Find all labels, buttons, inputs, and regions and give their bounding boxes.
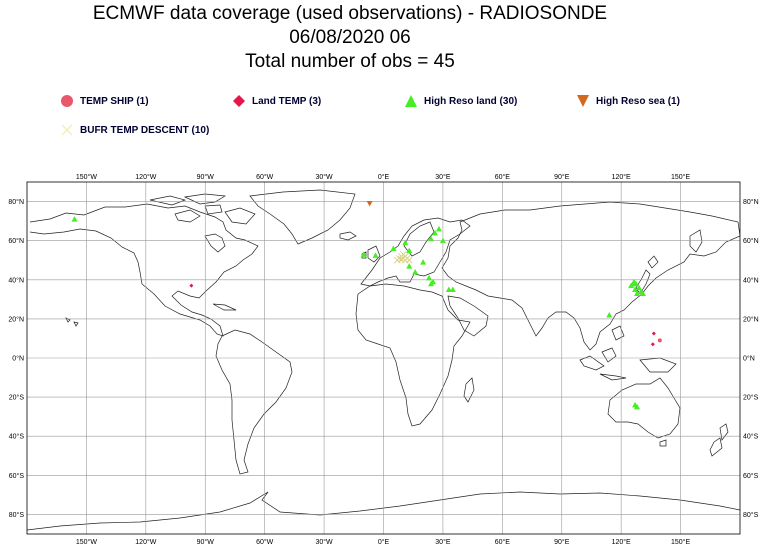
lat-tick-label-right: 0°N: [743, 355, 755, 363]
legend-land-temp: Land TEMP (3): [232, 94, 321, 108]
lon-tick-label-top: 150°E: [671, 173, 690, 181]
lat-tick-label-left: 40°S: [9, 433, 25, 441]
high-reso-land-marker: [628, 282, 635, 289]
coastlines: [27, 189, 740, 531]
lon-tick-label-bottom: 120°E: [612, 538, 631, 546]
lon-tick-label-bottom: 0°E: [378, 538, 390, 546]
high-reso-land-marker: [634, 290, 641, 296]
high-reso-land-marker: [639, 290, 646, 296]
graticule: [27, 182, 740, 534]
triangle-down-icon: [577, 95, 589, 107]
high-reso-land-marker: [435, 225, 442, 232]
lat-tick-label-left: 20°N: [8, 315, 24, 323]
lat-tick-label-right: 80°N: [743, 198, 759, 206]
lat-tick-label-right: 80°S: [743, 511, 759, 519]
high-reso-land-marker: [635, 284, 642, 291]
bufr-temp-descent-marker: [394, 256, 401, 264]
high-reso-land-marker: [71, 216, 78, 222]
high-reso-land-marker: [439, 237, 446, 244]
high-reso-land-marker: [372, 252, 379, 258]
cross-icon: [61, 124, 73, 136]
lon-tick-label-top: 30°E: [435, 173, 451, 181]
lat-tick-label-right: 60°N: [743, 237, 759, 245]
lat-tick-label-left: 60°N: [8, 237, 24, 245]
high-reso-land-marker: [406, 263, 413, 269]
high-reso-land-marker: [426, 274, 433, 281]
lon-tick-label-bottom: 60°E: [495, 538, 511, 546]
legend-label: BUFR TEMP DESCENT (10): [80, 124, 210, 136]
circle-icon: [61, 95, 73, 107]
high-reso-land-marker: [445, 286, 452, 293]
legend-high-reso-sea: High Reso sea (1): [576, 94, 680, 108]
high-reso-land-marker: [412, 268, 419, 275]
high-reso-land-marker: [606, 311, 613, 318]
lat-tick-label-left: 60°S: [9, 472, 25, 480]
lon-tick-label-top: 90°W: [197, 173, 215, 181]
high-reso-land-marker: [632, 286, 639, 293]
high-reso-land-marker: [631, 278, 638, 285]
lon-tick-label-bottom: 60°W: [256, 538, 274, 546]
lat-tick-label-left: 40°N: [8, 276, 24, 284]
land-temp-marker: [651, 331, 656, 336]
lat-tick-label-left: 80°S: [9, 511, 25, 519]
bufr-temp-descent-marker: [405, 256, 413, 264]
lat-tick-label-left: 20°S: [9, 394, 25, 402]
land-temp-marker: [650, 342, 655, 347]
high-reso-land-marker: [402, 239, 409, 246]
observation-markers: [71, 201, 662, 410]
lon-tick-label-bottom: 150°W: [76, 538, 97, 546]
lat-tick-label-right: 20°S: [743, 394, 759, 402]
lon-tick-label-top: 150°W: [76, 173, 97, 181]
high-reso-sea-marker: [366, 201, 373, 207]
lat-tick-label-left: 0°N: [12, 355, 24, 363]
lon-tick-label-bottom: 90°E: [554, 538, 570, 546]
lon-tick-label-bottom: 150°E: [671, 538, 690, 546]
map-title-total: Total number of obs = 45: [245, 51, 455, 72]
map-title-line1: ECMWF data coverage (used observations) …: [92, 3, 608, 24]
high-reso-land-marker: [431, 229, 438, 236]
lon-tick-label-top: 120°W: [135, 173, 156, 181]
lon-tick-label-top: 60°W: [256, 173, 274, 181]
map-title-date: 06/08/2020 06: [289, 27, 411, 48]
axis-ticks: 150°W 150°W 120°W 120°W 90°W 90°W 60°W 60°W 30°W…: [8, 173, 758, 546]
lat-tick-label-right: 20°N: [743, 315, 759, 323]
bufr-temp-descent-marker: [398, 255, 405, 263]
lon-tick-label-bottom: 30°W: [315, 538, 333, 546]
legend-label: High Reso sea (1): [596, 95, 680, 107]
lat-tick-label-right: 40°N: [743, 276, 759, 284]
lat-tick-label-right: 60°S: [743, 472, 759, 480]
high-reso-land-marker: [406, 247, 413, 253]
high-reso-land-marker: [420, 259, 427, 265]
lon-tick-label-bottom: 90°W: [197, 538, 215, 546]
lat-tick-label-left: 80°N: [8, 198, 24, 206]
high-reso-land-marker: [360, 251, 367, 257]
legend-label: High Reso land (30): [424, 95, 518, 107]
lon-tick-label-top: 30°W: [315, 173, 333, 181]
high-reso-land-marker: [428, 235, 435, 242]
high-reso-land-marker: [634, 403, 641, 410]
lon-tick-label-bottom: 30°E: [435, 538, 451, 546]
triangle-up-icon: [405, 95, 417, 107]
lon-tick-label-top: 90°E: [554, 173, 570, 181]
high-reso-land-marker: [430, 278, 437, 285]
legend-high-reso-land: High Reso land (30): [404, 94, 517, 108]
map-frame: [26, 181, 741, 535]
lon-tick-label-bottom: 120°W: [135, 538, 156, 546]
legend-label: TEMP SHIP (1): [80, 95, 149, 107]
lat-tick-label-right: 40°S: [743, 433, 759, 441]
lon-tick-label-top: 120°E: [612, 173, 631, 181]
lon-tick-label-top: 60°E: [495, 173, 511, 181]
high-reso-land-marker: [390, 245, 397, 251]
lon-tick-label-top: 0°E: [378, 173, 390, 181]
diamond-icon: [233, 95, 245, 107]
legend-temp-ship: TEMP SHIP (1): [60, 94, 149, 108]
high-reso-land-marker: [449, 286, 456, 293]
legend-label: Land TEMP (3): [252, 95, 322, 107]
temp-ship-marker: [657, 338, 662, 343]
legend-bufr-temp-descent: BUFR TEMP DESCENT (10): [60, 123, 209, 137]
land-temp-marker: [189, 283, 194, 288]
